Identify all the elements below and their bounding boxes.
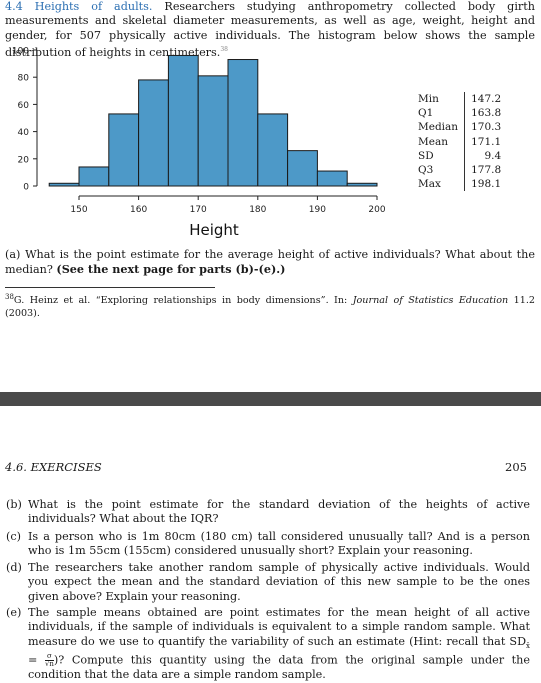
histogram-bar — [257, 113, 289, 187]
exercise-number: 4.4 — [5, 0, 23, 13]
histogram-bar — [167, 54, 199, 187]
frac-denominator: √n — [44, 660, 54, 669]
frac-numerator: σ — [44, 653, 54, 662]
exercise-intro: 4.4 Heights of adults. Researchers study… — [5, 0, 535, 61]
height-histogram: 0 20 40 60 80 100 150 160 170 180 190 200 Height — [12, 47, 386, 240]
stats-row: Min 147.2 — [418, 92, 502, 107]
running-header-chapter: 4.6. EXERCISES — [5, 460, 102, 474]
stats-label: Mean — [418, 134, 466, 149]
footnote-authors: G. Heinz et al. “Exploring relationships… — [13, 295, 348, 307]
x-tick-label: 150 — [70, 205, 87, 215]
y-tick-label: 100 — [12, 47, 29, 57]
stats-label: SD — [418, 148, 466, 164]
stats-label: Q3 — [418, 163, 466, 178]
footnote: 38G. Heinz et al. “Exploring relationshi… — [5, 291, 535, 320]
question-e-text-before: The sample means obtained are point esti… — [28, 606, 530, 648]
histogram-bar — [78, 166, 110, 187]
question-a: (a) What is the point estimate for the a… — [5, 248, 535, 278]
stats-label: Median — [418, 120, 466, 135]
histogram-bar — [138, 79, 169, 187]
x-tick-label: 160 — [130, 205, 147, 215]
stats-value: 171.1 — [471, 135, 502, 148]
question-c: (c) Is a person who is 1m 80cm (180 cm) … — [6, 530, 530, 559]
exercise-heading[interactable]: Heights of adults. — [34, 0, 153, 13]
question-c-text: Is a person who is 1m 80cm (180 cm) tall… — [28, 530, 530, 558]
question-a-text: What is the point estimate for the avera… — [5, 248, 535, 277]
histogram-bar — [287, 150, 318, 187]
stats-label: Max — [418, 177, 466, 192]
question-e-label: (e) — [6, 606, 22, 619]
question-e: (e) The sample means obtained are point … — [6, 606, 530, 683]
page-separator — [0, 392, 541, 406]
question-b: (b) What is the point estimate for the s… — [6, 498, 530, 527]
y-tick-label: 80 — [18, 74, 30, 84]
stats-value: 9.4 — [484, 149, 502, 162]
question-a-see-next: (See the next page for parts (b)-(e).) — [56, 262, 286, 277]
stats-row: Q3 177.8 — [418, 163, 502, 178]
question-d: (d) The researchers take another random … — [6, 561, 530, 604]
x-tick-label: 190 — [309, 205, 326, 215]
histogram-bar — [197, 75, 229, 187]
footnote-journal: Journal of Statistics Education — [352, 295, 509, 307]
stats-row: Q1 163.8 — [418, 106, 502, 121]
question-b-text: What is the point estimate for the stand… — [28, 498, 530, 526]
y-tick-label: 40 — [18, 128, 30, 138]
question-d-label: (d) — [6, 561, 22, 574]
question-b-label: (b) — [6, 498, 22, 511]
y-tick-label: 20 — [18, 155, 30, 165]
page-number: 205 — [505, 460, 527, 474]
stats-row: SD 9.4 — [418, 148, 502, 164]
stats-row: Mean 171.1 — [418, 134, 502, 149]
stats-value: 170.3 — [471, 121, 502, 134]
x-tick-label: 170 — [190, 205, 207, 215]
summary-statistics: Min 147.2 Q1 163.8 Median 170.3 Mean 171.1 SD 9.4… — [418, 92, 502, 192]
question-c-label: (c) — [6, 530, 21, 543]
stats-value: 147.2 — [471, 93, 502, 105]
histogram-bar — [108, 113, 140, 187]
footnote-tail: 11.2 (2003). — [5, 295, 535, 319]
sigma-over-root-n: σ √n — [44, 653, 54, 669]
histogram-bar — [227, 59, 259, 187]
footnote-rule — [5, 287, 215, 288]
stats-row: Max 198.1 — [418, 177, 502, 192]
question-e-text: The sample means obtained are point esti… — [28, 606, 530, 683]
question-e-text-after: )? Compute this quantity using the data … — [28, 653, 530, 682]
footnote-mark: 38 — [5, 293, 14, 301]
stats-label: Min — [418, 92, 466, 107]
x-tick-label: 200 — [368, 205, 385, 215]
footnote-ref[interactable]: 38 — [220, 46, 228, 54]
stats-value: 163.8 — [471, 107, 502, 120]
summary-statistics-table: Min 147.2 Q1 163.8 Median 170.3 Mean 171.1 SD 9.4… — [418, 92, 502, 192]
question-e-subscript: x̄ — [526, 642, 530, 651]
histogram-bar — [48, 182, 80, 187]
histogram-bar — [346, 182, 378, 187]
stats-label: Q1 — [418, 106, 466, 121]
question-e-equals: = — [28, 653, 45, 667]
histogram-bar — [316, 170, 348, 187]
y-tick-label: 0 — [23, 183, 29, 193]
stats-value: 198.1 — [471, 178, 502, 191]
question-a-label: (a) — [5, 248, 21, 261]
exercise-intro-text: Researchers studying anthropometry colle… — [5, 0, 535, 60]
page-top: 4.4 Heights of adults. Researchers study… — [5, 0, 535, 320]
x-axis-title: Height — [189, 221, 239, 239]
x-tick-label: 180 — [249, 205, 266, 215]
stats-value: 177.8 — [471, 164, 502, 177]
y-tick-label: 60 — [18, 101, 30, 111]
stats-row: Median 170.3 — [418, 120, 502, 135]
question-d-text: The researchers take another random samp… — [28, 561, 530, 603]
